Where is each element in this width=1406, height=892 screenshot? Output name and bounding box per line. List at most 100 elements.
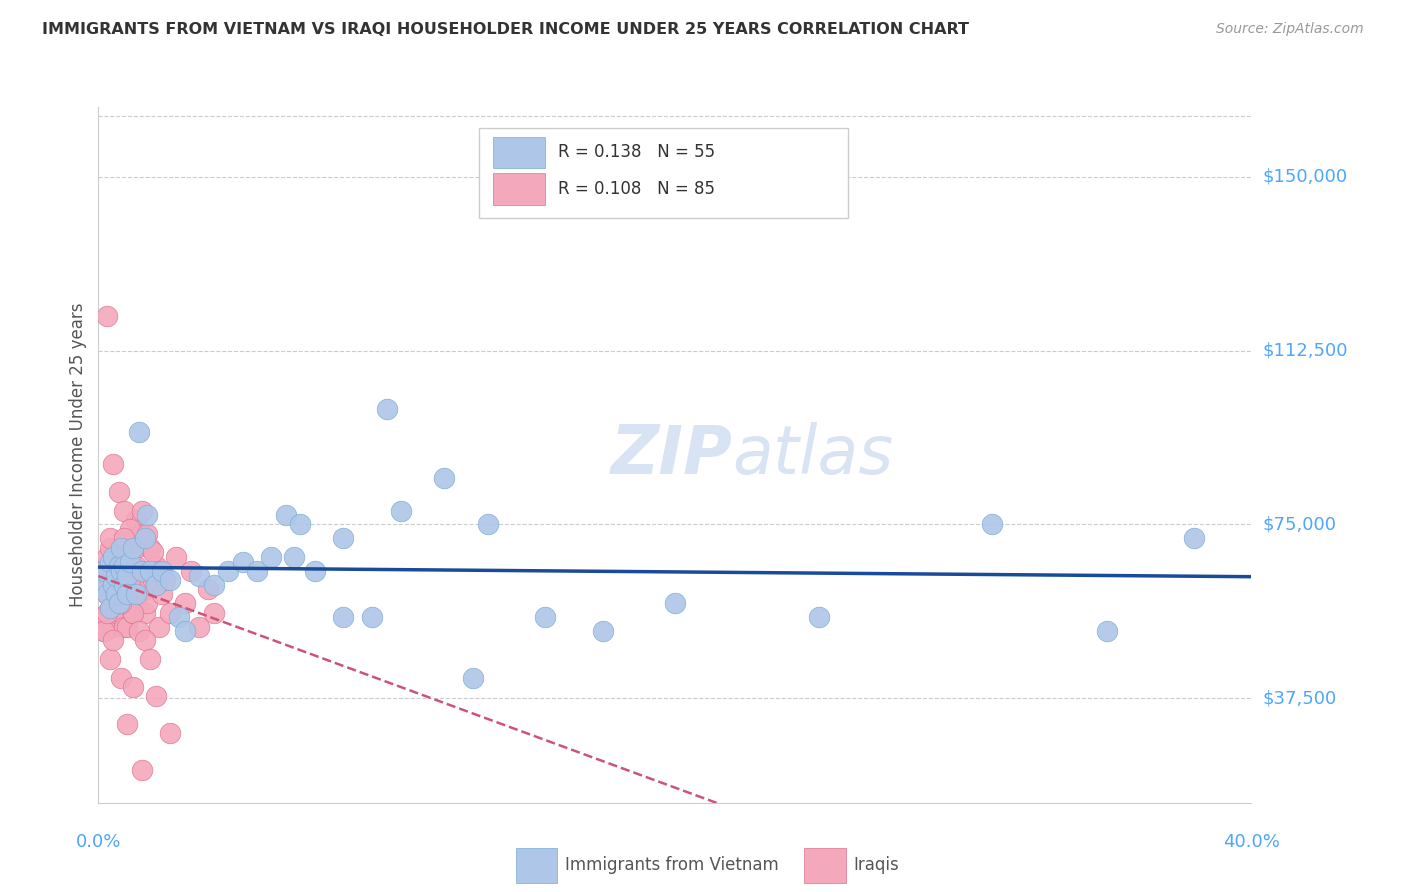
Text: $112,500: $112,500 [1263,342,1348,359]
Point [101,619,124,633]
Point [125,587,148,601]
Point [98,555,121,569]
Point [188,619,211,633]
Point [104,549,127,564]
Point [246,564,269,578]
Point [142,573,165,587]
Point [104,573,127,587]
Point [136,526,159,541]
Point [375,401,398,416]
Point [134,532,156,546]
Point [188,568,211,582]
Point [174,596,197,610]
Point [150,587,173,601]
Point [110,564,132,578]
Point [145,578,167,592]
Point [112,582,135,597]
FancyBboxPatch shape [479,128,848,219]
Point [134,606,156,620]
Point [139,541,162,555]
Point [274,508,297,523]
Point [807,610,830,624]
Point [131,503,153,517]
Point [96,610,118,624]
Point [101,457,124,471]
Point [134,582,156,597]
Point [1182,532,1205,546]
Point [107,541,129,555]
Point [104,582,127,597]
Point [165,549,187,564]
Point [112,503,135,517]
Point [197,582,219,597]
Point [98,541,121,555]
Point [104,568,127,582]
Point [1097,624,1119,639]
Point [107,555,129,569]
FancyBboxPatch shape [804,848,845,883]
Point [107,485,129,500]
Point [332,610,354,624]
Point [136,596,159,610]
Point [112,559,135,574]
Text: IMMIGRANTS FROM VIETNAM VS IRAQI HOUSEHOLDER INCOME UNDER 25 YEARS CORRELATION C: IMMIGRANTS FROM VIETNAM VS IRAQI HOUSEHO… [42,22,969,37]
Point [389,503,412,517]
FancyBboxPatch shape [492,136,544,168]
Point [139,652,162,666]
Point [461,671,484,685]
Point [107,596,129,610]
Point [93,564,115,578]
Point [159,726,181,740]
Point [145,689,167,703]
Point [93,578,115,592]
Point [98,573,121,587]
Text: atlas: atlas [733,422,894,488]
Point [96,587,118,601]
Point [592,624,614,639]
Point [117,587,138,601]
Point [96,309,118,323]
Point [110,568,132,582]
Point [260,549,283,564]
Point [117,587,138,601]
Point [142,545,165,559]
Point [107,573,129,587]
Point [101,633,124,648]
Point [290,517,312,532]
Point [136,508,159,523]
Point [125,513,148,527]
Point [283,549,305,564]
Y-axis label: Householder Income Under 25 years: Householder Income Under 25 years [69,302,87,607]
Point [101,596,124,610]
Point [122,606,145,620]
Point [93,624,115,639]
Text: $75,000: $75,000 [1263,516,1337,533]
Point [122,680,145,694]
Point [332,532,354,546]
Point [104,606,127,620]
Point [117,568,138,582]
Point [98,652,121,666]
Point [131,564,153,578]
Point [202,606,225,620]
Point [145,559,167,574]
Point [122,606,145,620]
Point [180,564,202,578]
Text: $150,000: $150,000 [1263,168,1347,186]
Point [112,578,135,592]
FancyBboxPatch shape [516,848,557,883]
Point [128,573,150,587]
Text: 0.0%: 0.0% [76,833,121,851]
Point [122,541,145,555]
Point [98,601,121,615]
Point [110,541,132,555]
Point [101,549,124,564]
Point [117,549,138,564]
Text: Immigrants from Vietnam: Immigrants from Vietnam [565,856,779,874]
Point [125,541,148,555]
Text: Iraqis: Iraqis [853,856,900,874]
Point [128,587,150,601]
Point [148,619,170,633]
Point [134,633,156,648]
Text: R = 0.138   N = 55: R = 0.138 N = 55 [558,144,716,161]
